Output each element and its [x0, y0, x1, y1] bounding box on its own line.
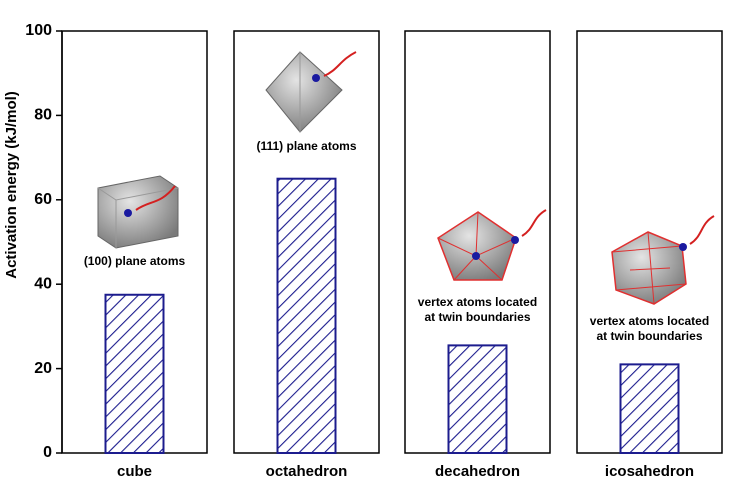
bar [104, 293, 165, 454]
annotation: vertex atoms located [590, 314, 709, 328]
annotation: (100) plane atoms [84, 254, 186, 268]
y-axis-title: Activation energy (kJ/mol) [3, 91, 20, 279]
y-tick-label: 40 [34, 275, 52, 292]
icosahedron-illustration [611, 215, 715, 305]
y-tick-label: 20 [34, 360, 52, 377]
x-tick-label: cube [117, 463, 152, 480]
decahedron-illustration [437, 209, 547, 281]
y-tick-label: 60 [34, 191, 52, 208]
cube-illustration [97, 175, 179, 249]
annotation: at twin boundaries [424, 310, 530, 324]
annotation: (111) plane atoms [256, 139, 356, 153]
x-tick-label: octahedron [266, 463, 348, 480]
x-tick-label: decahedron [435, 463, 520, 480]
bar [276, 177, 337, 454]
x-tick-label: icosahedron [605, 463, 694, 480]
octahedron-illustration [265, 51, 357, 133]
bar [619, 363, 680, 455]
y-tick-label: 0 [43, 444, 52, 461]
y-tick-label: 100 [25, 22, 52, 39]
y-tick-label: 80 [34, 107, 52, 124]
bar [447, 344, 508, 455]
annotation: at twin boundaries [596, 329, 702, 343]
annotation: vertex atoms located [418, 295, 537, 309]
